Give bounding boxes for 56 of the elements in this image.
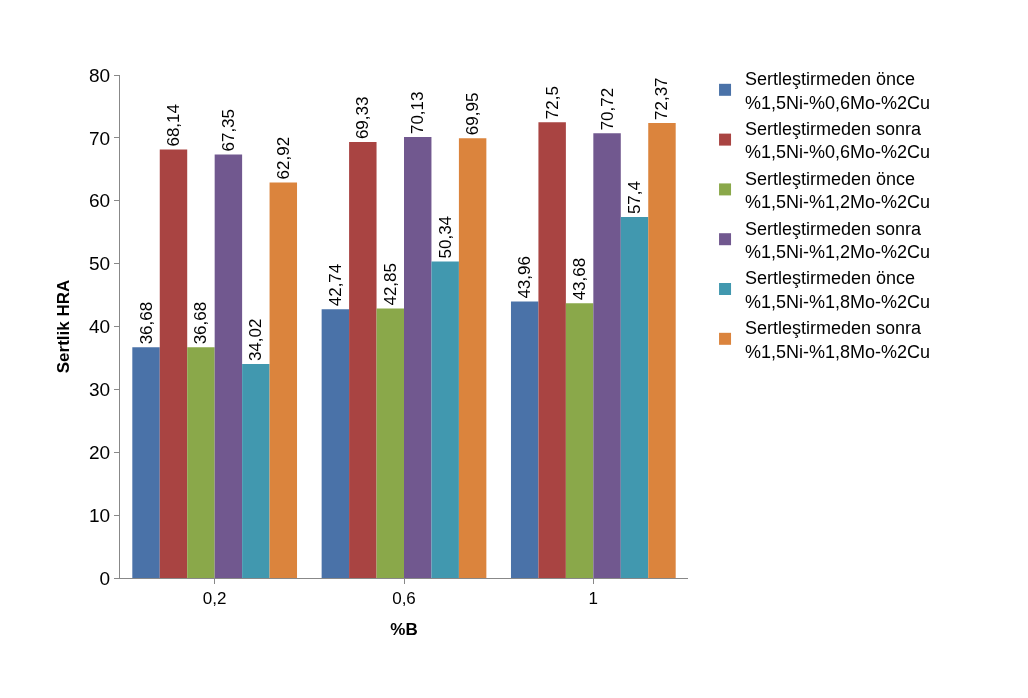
data-label: 42,85 — [380, 263, 400, 306]
data-label: 42,74 — [325, 263, 345, 307]
bar — [620, 217, 649, 578]
bar — [565, 303, 594, 578]
bar — [321, 309, 350, 578]
bar — [132, 347, 160, 578]
y-tick-label: 60 — [89, 190, 111, 212]
legend-label: Sertleştirmeden sonra %1,5Ni-%1,2Mo-%2Cu — [745, 218, 931, 262]
data-label: 57,4 — [625, 181, 645, 215]
x-tick-label: 0,6 — [392, 589, 416, 609]
x-tick-label: 1 — [588, 589, 599, 609]
y-tick-label: 70 — [89, 127, 111, 149]
bar — [593, 133, 621, 578]
data-label: 69,33 — [353, 96, 373, 140]
y-tick-label: 10 — [89, 504, 111, 526]
y-tick-label: 30 — [89, 379, 111, 401]
y-tick-label: 80 — [89, 64, 111, 86]
bar — [214, 154, 243, 578]
y-tick-label: 20 — [89, 441, 111, 463]
legend-label: Sertleştirmeden önce %1,5Ni-%0,6Mo-%2Cu — [745, 69, 931, 113]
bar — [538, 122, 566, 578]
data-label: 50,34 — [435, 215, 455, 259]
y-tick-label: 50 — [89, 253, 111, 275]
data-label: 72,5 — [542, 86, 562, 120]
legend-label: Sertleştirmeden önce %1,5Ni-%1,8Mo-%2Cu — [745, 268, 931, 312]
bar — [404, 137, 432, 578]
data-label: 36,68 — [191, 301, 211, 345]
legend-label: Sertleştirmeden sonra %1,5Ni-%0,6Mo-%2Cu — [745, 118, 931, 163]
y-tick-label: 40 — [89, 316, 111, 338]
data-label: 68,14 — [163, 104, 183, 147]
bar — [349, 142, 377, 578]
bar — [648, 122, 676, 578]
data-label: 70,72 — [597, 87, 617, 131]
bar — [431, 261, 459, 578]
y-axis-title: Sertlik HRA — [53, 279, 73, 374]
bar — [458, 138, 487, 578]
data-label: 36,68 — [136, 301, 156, 345]
x-tick-label: 0,2 — [202, 589, 227, 609]
bar — [187, 347, 215, 578]
x-axis-title: %B — [390, 619, 418, 639]
legend-label: Sertleştirmeden önce %1,5Ni-%1,2Mo-%2Cu — [745, 168, 931, 213]
data-label: 69,95 — [463, 92, 483, 136]
bar — [376, 308, 404, 578]
y-tick-label: 0 — [99, 567, 111, 589]
data-label: 34,02 — [246, 318, 266, 362]
data-label: 62,92 — [273, 136, 293, 180]
bar — [269, 182, 298, 578]
data-label: 43,96 — [515, 256, 535, 299]
bar — [159, 149, 188, 578]
data-label: 70,13 — [408, 91, 428, 135]
data-label: 72,37 — [652, 77, 672, 120]
bar — [242, 364, 270, 578]
bar — [510, 301, 539, 578]
legend-label: Sertleştirmeden sonra %1,5Ni-%1,8Mo-%2Cu — [745, 318, 931, 362]
data-label: 43,68 — [570, 257, 590, 301]
data-label: 67,35 — [218, 108, 238, 152]
